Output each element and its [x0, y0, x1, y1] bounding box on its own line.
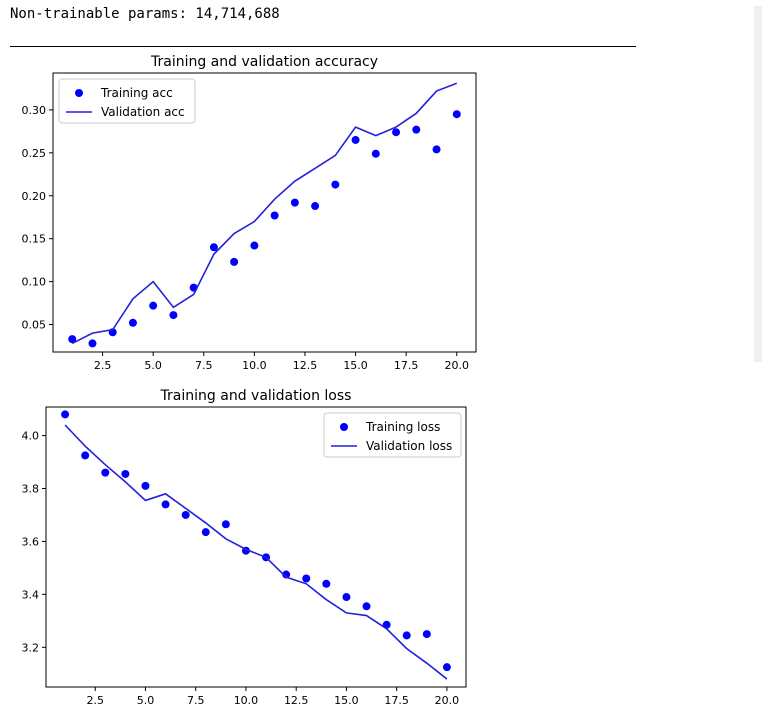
loss-x-tick-label: 15.0 [334, 694, 359, 707]
acc-x-tick-label: 12.5 [293, 359, 318, 372]
loss-x-tick-label: 20.0 [435, 694, 460, 707]
loss-training-point [322, 579, 331, 588]
acc-x-tick-label: 5.0 [144, 359, 162, 372]
acc-training-point [371, 149, 380, 158]
acc-y-tick-label: 0.30 [22, 104, 47, 117]
console-output-line: Non-trainable params: 14,714,688 [10, 6, 280, 22]
loss-y-tick-label: 3.8 [22, 483, 40, 496]
acc-training-point [290, 198, 299, 207]
acc-legend-dot-marker [75, 89, 83, 97]
loss-x-tick-label: 10.0 [234, 694, 259, 707]
acc-training-point [351, 135, 360, 144]
acc-training-point [88, 339, 97, 348]
loss-y-tick-label: 3.4 [22, 588, 40, 601]
acc-training-point [331, 180, 340, 189]
acc-training-point [149, 301, 158, 310]
acc-training-point [250, 241, 259, 250]
acc-training-point [169, 311, 178, 320]
console-divider [10, 46, 636, 47]
loss-training-point [61, 410, 70, 419]
output-scrollbar[interactable] [753, 0, 763, 726]
acc-x-tick-label: 20.0 [445, 359, 470, 372]
loss-training-point [201, 528, 210, 537]
loss-x-tick-label: 5.0 [137, 694, 155, 707]
acc-legend-label: Validation acc [101, 105, 185, 119]
loss-training-point [161, 500, 170, 509]
loss-training-point [221, 520, 230, 529]
acc-y-tick-label: 0.10 [22, 276, 47, 289]
acc-training-point [128, 318, 137, 327]
loss-training-point [442, 663, 451, 672]
acc-x-tick-label: 2.5 [94, 359, 112, 372]
acc-validation-line [71, 82, 458, 345]
acc-training-point [68, 335, 77, 344]
loss-training-point [362, 602, 371, 611]
acc-training-point [311, 202, 320, 211]
loss-training-point [402, 631, 411, 640]
acc-training-point [392, 128, 401, 137]
loss-y-tick-label: 3.2 [22, 641, 40, 654]
loss-plot-frame [45, 406, 467, 688]
acc-x-tick-label: 7.5 [195, 359, 213, 372]
acc-x-tick-label: 10.0 [242, 359, 267, 372]
loss-legend-label: Validation loss [366, 439, 452, 453]
loss-training-point [302, 574, 311, 583]
loss-validation-line [64, 424, 448, 680]
loss-legend-dot-marker [340, 423, 348, 431]
loss-training-point [181, 510, 190, 519]
loss-legend [323, 412, 462, 458]
acc-chart-title: Training and validation accuracy [150, 54, 378, 70]
acc-training-point [209, 243, 218, 252]
loss-training-point [81, 451, 90, 460]
loss-training-point [141, 481, 150, 490]
acc-legend-label: Training acc [100, 86, 173, 100]
acc-training-point [270, 211, 279, 220]
acc-y-tick-label: 0.15 [22, 233, 47, 246]
acc-plot-frame [52, 72, 477, 353]
acc-training-point [230, 257, 239, 266]
output-scrollbar-thumb[interactable] [754, 6, 762, 362]
loss-training-point [422, 630, 431, 639]
loss-training-point [282, 570, 291, 579]
acc-x-tick-label: 15.0 [343, 359, 368, 372]
loss-training-point [342, 593, 351, 602]
acc-y-tick-label: 0.05 [22, 319, 47, 332]
loss-legend-label: Training loss [365, 420, 440, 434]
acc-training-point [412, 125, 421, 134]
loss-x-tick-label: 7.5 [187, 694, 205, 707]
loss-x-tick-label: 2.5 [86, 694, 104, 707]
accuracy-chart: Training and validation accuracy 2.5 5.0 7.… [22, 54, 477, 372]
acc-y-tick-label: 0.25 [22, 147, 47, 160]
acc-training-point [452, 110, 461, 119]
loss-y-tick-label: 3.6 [22, 535, 40, 548]
acc-x-tick-label: 17.5 [394, 359, 419, 372]
loss-chart-title: Training and validation loss [160, 388, 352, 404]
loss-x-tick-label: 17.5 [384, 694, 409, 707]
loss-y-tick-label: 4.0 [22, 430, 40, 443]
acc-legend [58, 78, 196, 124]
loss-chart: Training and validation loss 2.5 5.0 7.5 10.… [22, 388, 467, 707]
loss-training-point [101, 468, 110, 477]
acc-y-tick-label: 0.20 [22, 190, 47, 203]
acc-training-point [432, 145, 441, 154]
loss-training-point [121, 469, 130, 478]
loss-x-tick-label: 12.5 [284, 694, 309, 707]
